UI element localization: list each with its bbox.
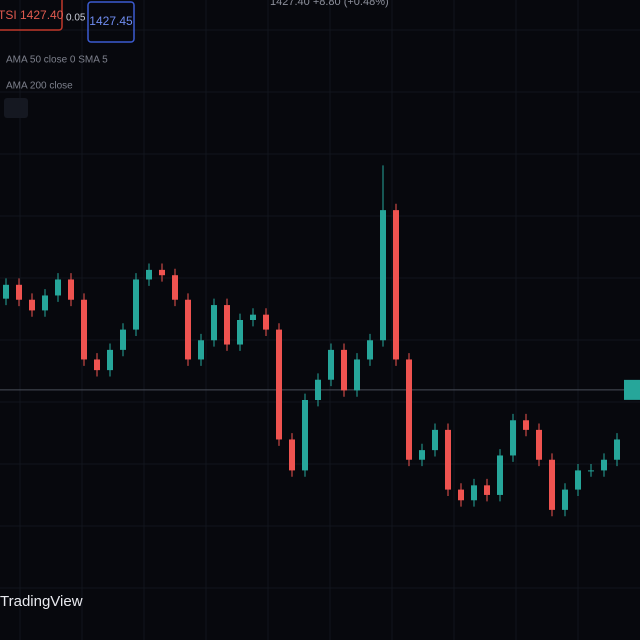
candle-body bbox=[302, 400, 308, 471]
candle-body bbox=[94, 359, 100, 371]
indicator: AMA 200 close bbox=[6, 81, 73, 92]
candle-body bbox=[120, 329, 126, 350]
candle-body bbox=[315, 379, 321, 400]
sell-price: TSI 1427.40 bbox=[0, 8, 64, 22]
candle-body bbox=[614, 439, 620, 460]
buy-box[interactable] bbox=[87, 1, 135, 43]
candle-body bbox=[3, 284, 9, 299]
spread: 0.05 bbox=[66, 13, 86, 24]
candle-body bbox=[172, 275, 178, 300]
candle-body bbox=[224, 305, 230, 345]
indicator: AMA 50 close 0 SMA 5 bbox=[6, 55, 108, 66]
candle-body bbox=[367, 340, 373, 360]
candle-body bbox=[81, 299, 87, 360]
candle-body bbox=[328, 349, 334, 380]
candle-body bbox=[55, 279, 61, 296]
candle-body bbox=[29, 299, 35, 311]
candle-body bbox=[406, 359, 412, 460]
buy-price: 1427.45 bbox=[89, 14, 133, 28]
candle-body bbox=[393, 210, 399, 360]
candle-body bbox=[536, 429, 542, 460]
candle-body bbox=[445, 429, 451, 490]
candle-body bbox=[471, 485, 477, 501]
logo: TradingView bbox=[0, 593, 83, 610]
candles bbox=[3, 165, 620, 517]
candle-body bbox=[237, 320, 243, 345]
candle-body bbox=[68, 279, 74, 300]
candle-body bbox=[133, 279, 139, 330]
candle-body bbox=[588, 470, 594, 472]
candle-body bbox=[341, 349, 347, 391]
candle-body bbox=[432, 429, 438, 451]
candle-body bbox=[107, 349, 113, 371]
candle-body bbox=[354, 359, 360, 391]
candle-body bbox=[523, 420, 529, 430]
candle-body bbox=[146, 269, 152, 280]
candle-body bbox=[497, 455, 503, 495]
candle-body bbox=[380, 210, 386, 341]
candle-body bbox=[198, 340, 204, 360]
candle-body bbox=[276, 329, 282, 440]
candle-body bbox=[419, 450, 425, 460]
candle-body bbox=[484, 485, 490, 495]
candle-body bbox=[510, 420, 516, 456]
candle-body bbox=[159, 269, 165, 276]
candle-body bbox=[250, 314, 256, 320]
candle-body bbox=[458, 489, 464, 501]
candle-body bbox=[211, 305, 217, 341]
sell-box[interactable] bbox=[0, 0, 63, 31]
candle-body bbox=[289, 439, 295, 471]
ohlc: 1427.40 +8.80 (+0.48%) bbox=[270, 0, 389, 8]
candle-body bbox=[263, 314, 269, 330]
candle-body bbox=[42, 295, 48, 311]
collapse-button[interactable] bbox=[4, 98, 28, 118]
candle-body bbox=[549, 459, 555, 510]
candle-body bbox=[185, 299, 191, 360]
price-label bbox=[624, 379, 640, 400]
candle-body bbox=[575, 470, 581, 490]
candle-body bbox=[601, 459, 607, 471]
candle-body bbox=[16, 284, 22, 300]
candle-body bbox=[562, 489, 568, 510]
